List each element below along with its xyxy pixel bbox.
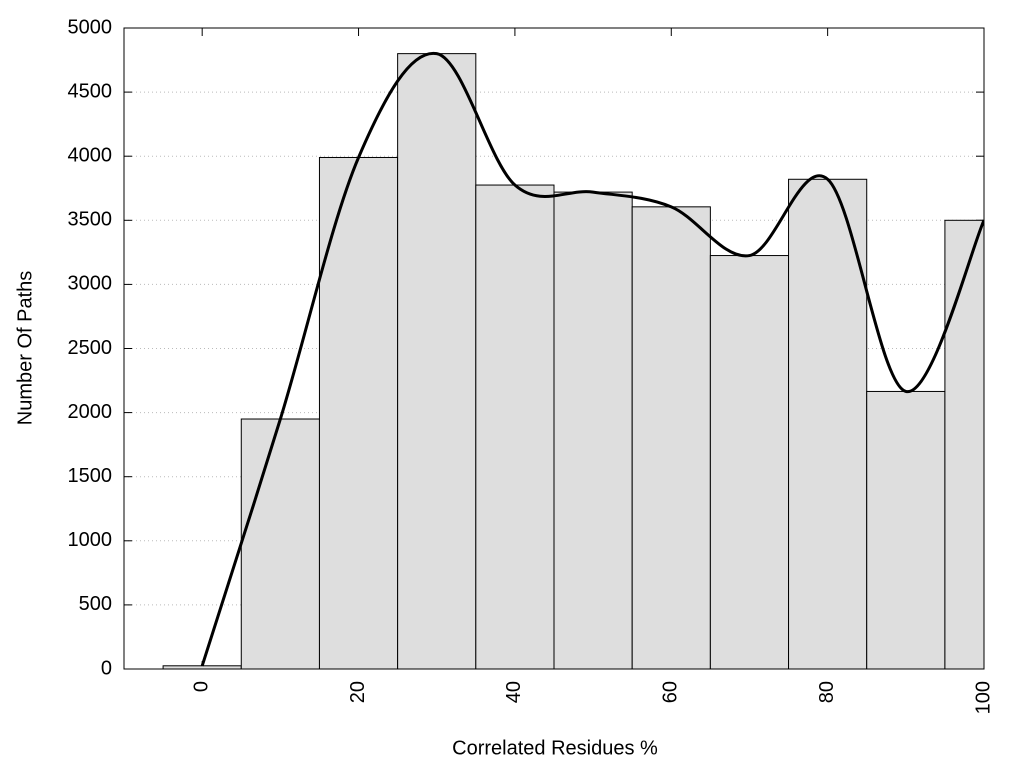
y-tick-label: 0 — [101, 657, 112, 679]
y-tick-label: 4500 — [68, 80, 113, 102]
y-tick-label: 3000 — [68, 273, 113, 295]
y-tick-label: 5000 — [68, 16, 113, 38]
bar — [631, 206, 711, 669]
smooth-curve — [200, 51, 984, 667]
x-tick-label: 60 — [660, 681, 682, 703]
y-tick-label: 2000 — [68, 401, 113, 423]
bar — [866, 390, 946, 669]
x-tick-label: 100 — [972, 681, 994, 714]
bar — [318, 156, 399, 669]
bar — [788, 178, 868, 669]
x-tick-label: 40 — [503, 681, 525, 703]
y-tick-label: 3500 — [68, 209, 113, 231]
y-tick-label: 2500 — [68, 337, 113, 359]
y-tick-label: 1000 — [68, 529, 113, 551]
bar — [240, 418, 320, 669]
y-axis-label: Number Of Paths — [14, 271, 36, 426]
y-tick-label: 500 — [79, 593, 112, 615]
x-tick-label: 80 — [816, 681, 838, 703]
bar — [397, 53, 477, 669]
plot-frame — [123, 27, 985, 670]
bar — [944, 219, 984, 669]
x-tick-label: 20 — [347, 681, 369, 703]
x-tick-label: 0 — [190, 681, 212, 692]
bar — [553, 191, 633, 669]
bar — [475, 184, 555, 669]
plot-area — [162, 51, 984, 669]
y-tick-label: 1500 — [68, 465, 113, 487]
bar — [709, 255, 790, 669]
y-tick-label: 4000 — [68, 144, 113, 166]
x-axis-label: Correlated Residues % — [452, 737, 658, 759]
